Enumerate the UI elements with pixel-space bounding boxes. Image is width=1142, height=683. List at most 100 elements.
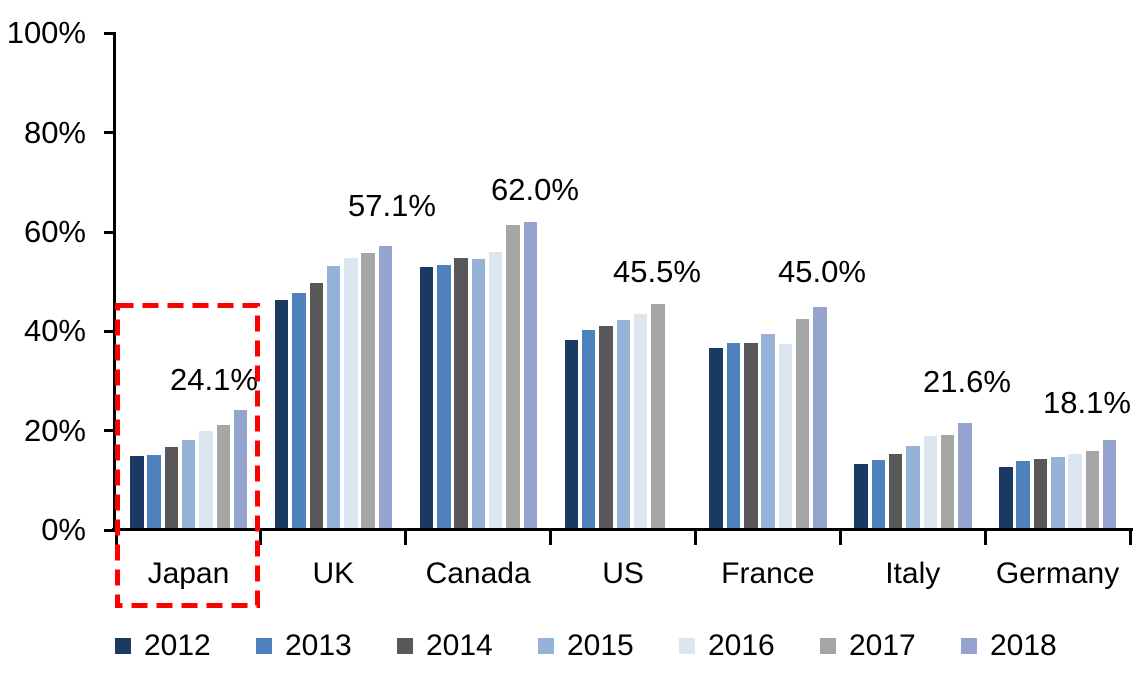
bar-us-2017 — [651, 304, 665, 530]
y-axis-tick-label: 80% — [23, 114, 86, 150]
data-label-canada: 62.0% — [491, 172, 579, 207]
bar-uk-2018 — [378, 246, 393, 530]
bar-germany-2016 — [1068, 453, 1082, 530]
x-axis-tick — [549, 528, 553, 545]
data-label-japan: 24.1% — [170, 362, 258, 397]
bar-france-2015 — [761, 333, 775, 530]
legend-item-2017: 2017 — [820, 629, 916, 662]
x-axis — [112, 528, 1133, 531]
x-axis-tick — [404, 528, 408, 545]
data-label-france: 45.0% — [778, 254, 866, 289]
bar-japan-2014 — [164, 447, 179, 530]
category-label-germany: Germany — [995, 557, 1120, 590]
bar-uk-2015 — [326, 266, 341, 530]
legend-label-2018: 2018 — [990, 629, 1057, 662]
bar-japan-2018 — [233, 410, 248, 530]
bar-japan-2017 — [216, 425, 230, 530]
legend-item-2018: 2018 — [961, 629, 1057, 662]
legend-swatch-2012 — [115, 638, 131, 654]
x-axis-tick — [983, 528, 987, 545]
category-label-canada: Canada — [425, 557, 531, 590]
bar-france-2017 — [795, 319, 810, 530]
bar-france-2014 — [744, 342, 758, 530]
data-label-us: 45.5% — [613, 254, 701, 289]
y-axis-tick — [104, 31, 116, 35]
legend-swatch-2015 — [538, 638, 554, 654]
bar-germany-2018 — [1102, 440, 1117, 530]
bar-italy-2014 — [888, 453, 903, 530]
bar-us-2012 — [564, 339, 579, 530]
bar-canada-2014 — [454, 257, 468, 530]
bar-us-2013 — [581, 330, 596, 530]
x-axis-tick — [114, 528, 118, 545]
category-label-uk: UK — [312, 557, 355, 590]
legend-swatch-2016 — [679, 638, 695, 654]
bar-uk-2012 — [274, 300, 289, 530]
bar-japan-2013 — [147, 455, 161, 530]
bar-us-2015 — [616, 320, 630, 530]
bar-italy-2017 — [940, 434, 955, 530]
data-label-germany: 18.1% — [1043, 385, 1131, 420]
bar-uk-2017 — [361, 253, 375, 530]
bar-germany-2012 — [999, 467, 1013, 530]
y-axis-tick-label: 100% — [6, 15, 86, 51]
bar-germany-2017 — [1085, 451, 1100, 530]
data-label-uk: 57.1% — [348, 188, 436, 223]
bar-france-2013 — [726, 342, 741, 530]
legend-label-2016: 2016 — [708, 629, 775, 662]
bar-italy-2018 — [958, 422, 972, 530]
legend-label-2012: 2012 — [144, 629, 211, 662]
legend-label-2017: 2017 — [849, 629, 916, 662]
y-axis-tick-label: 60% — [23, 214, 86, 249]
category-label-japan: Japan — [147, 557, 230, 590]
y-axis-tick-label: 40% — [23, 313, 86, 349]
y-axis-tick-label: 20% — [23, 412, 86, 448]
bar-france-2016 — [778, 343, 793, 530]
bar-canada-2012 — [419, 266, 434, 530]
bar-italy-2012 — [854, 464, 868, 530]
legend-item-2016: 2016 — [679, 629, 775, 662]
y-axis-tick-label: 0% — [41, 512, 86, 547]
bar-italy-2013 — [871, 459, 886, 530]
bar-uk-2016 — [344, 257, 358, 530]
legend-item-2015: 2015 — [538, 629, 634, 662]
bar-france-2018 — [813, 306, 827, 530]
x-axis-tick — [1128, 528, 1132, 545]
legend-label-2014: 2014 — [426, 629, 493, 662]
data-label-italy: 21.6% — [923, 364, 1011, 399]
bar-canada-2016 — [488, 251, 503, 530]
category-label-italy: Italy — [885, 557, 941, 590]
y-axis-tick — [104, 429, 116, 433]
bar-japan-2015 — [181, 440, 196, 530]
bar-canada-2013 — [437, 265, 451, 530]
bar-us-2016 — [633, 314, 648, 530]
bar-canada-2018 — [523, 222, 537, 530]
x-axis-tick — [693, 528, 697, 545]
bar-uk-2013 — [292, 293, 306, 530]
bar-japan-2016 — [199, 430, 213, 530]
bar-us-2014 — [599, 326, 613, 530]
bar-germany-2014 — [1033, 458, 1048, 530]
x-axis-tick — [838, 528, 842, 545]
y-axis-tick — [104, 528, 116, 532]
bar-canada-2017 — [506, 225, 520, 530]
legend-item-2014: 2014 — [397, 629, 493, 662]
bar-france-2012 — [709, 348, 723, 530]
legend-item-2012: 2012 — [115, 629, 211, 662]
bar-canada-2015 — [471, 259, 486, 530]
y-axis-tick — [104, 131, 116, 135]
bar-germany-2015 — [1051, 456, 1065, 530]
legend-swatch-2014 — [397, 638, 413, 654]
legend-label-2013: 2013 — [285, 629, 352, 662]
bar-italy-2015 — [906, 446, 920, 530]
bar-uk-2014 — [309, 282, 323, 530]
x-axis-tick — [259, 528, 263, 545]
y-axis — [113, 33, 116, 531]
y-axis-tick — [104, 230, 116, 234]
category-label-us: US — [602, 557, 644, 590]
category-label-france: France — [721, 557, 815, 590]
legend-label-2015: 2015 — [567, 629, 634, 662]
bar-italy-2016 — [923, 435, 937, 530]
